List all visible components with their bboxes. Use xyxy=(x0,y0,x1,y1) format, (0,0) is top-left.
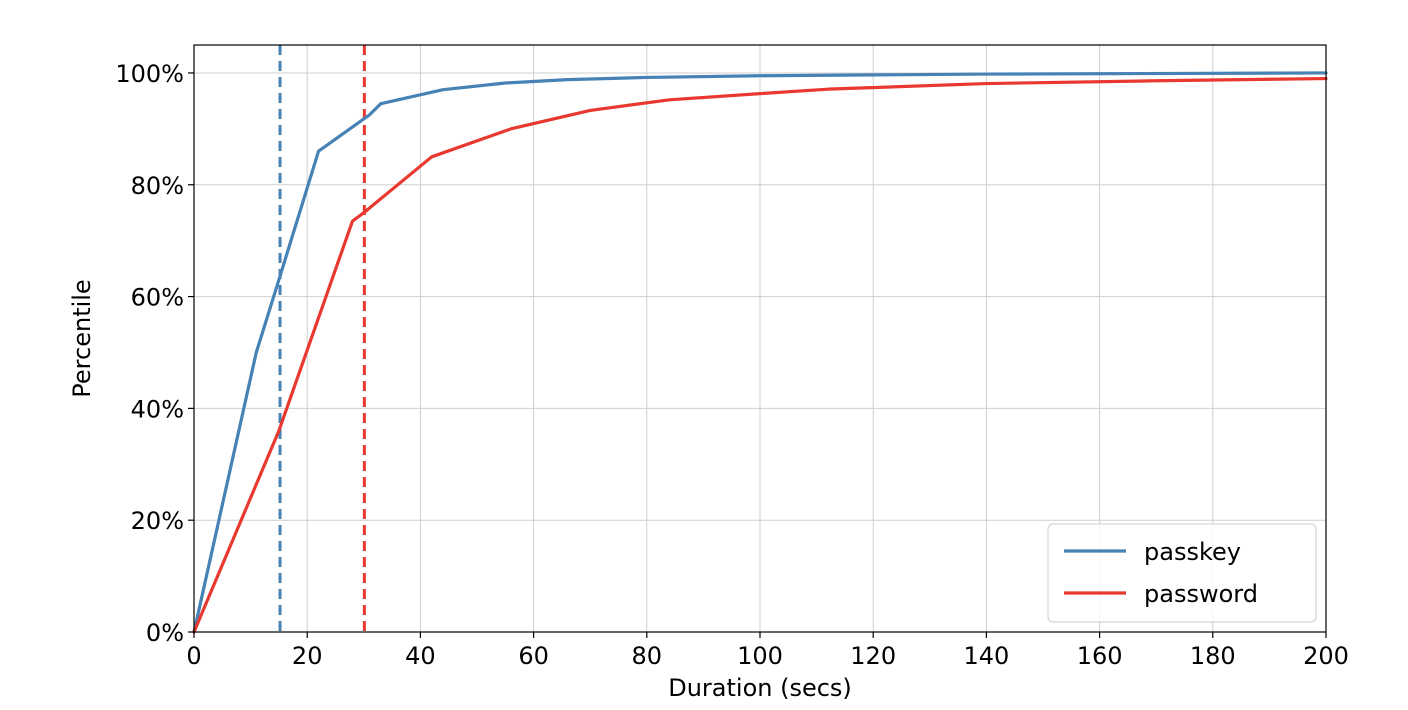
series-line-passkey xyxy=(192,71,1328,634)
reference-lines xyxy=(278,45,366,632)
x-tick-label: 120 xyxy=(850,642,896,670)
x-axis-ticks: 0 20 40 60 80 100 120 140 160 180 200 xyxy=(186,632,1349,670)
y-tick-label: 20% xyxy=(131,507,184,535)
y-axis-label: Percentile xyxy=(68,279,96,397)
legend-label-passkey: passkey xyxy=(1144,538,1241,566)
y-tick-label: 40% xyxy=(131,395,184,423)
x-tick-label: 200 xyxy=(1303,642,1349,670)
x-tick-label: 20 xyxy=(292,642,323,670)
y-tick-label: 100% xyxy=(115,60,184,88)
y-tick-label: 80% xyxy=(131,172,184,200)
x-tick-label: 140 xyxy=(963,642,1009,670)
y-tick-label: 0% xyxy=(146,619,184,647)
legend-label-password: password xyxy=(1144,580,1258,608)
series-lines xyxy=(192,71,1328,634)
x-tick-label: 160 xyxy=(1077,642,1123,670)
y-axis-ticks: 0% 20% 40% 60% 80% 100% xyxy=(115,60,194,647)
x-tick-label: 100 xyxy=(737,642,783,670)
x-tick-label: 180 xyxy=(1190,642,1236,670)
legend-box xyxy=(1047,523,1317,623)
y-tick-label: 60% xyxy=(131,284,184,312)
x-tick-label: 60 xyxy=(518,642,549,670)
x-tick-label: 80 xyxy=(632,642,663,670)
legend: passkey password xyxy=(1047,523,1317,623)
x-tick-label: 40 xyxy=(405,642,436,670)
x-tick-label: 0 xyxy=(186,642,201,670)
x-axis-label: Duration (secs) xyxy=(668,674,852,702)
series-line-password xyxy=(192,76,1328,634)
